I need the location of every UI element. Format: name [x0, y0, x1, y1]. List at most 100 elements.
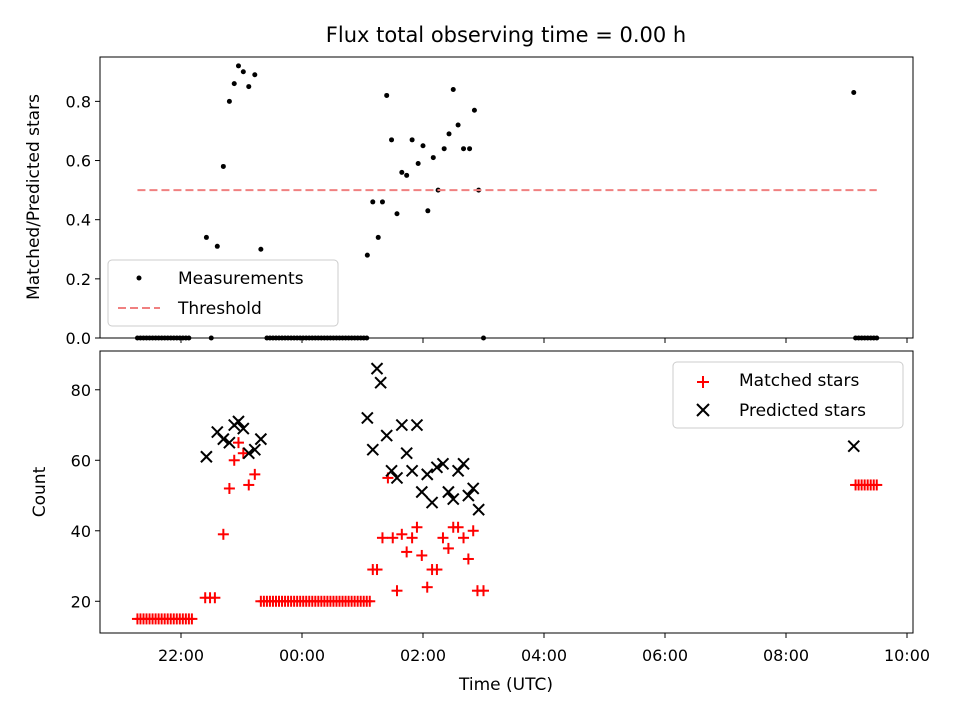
predicted-stars-point [447, 492, 460, 506]
measurement-point [450, 87, 456, 93]
predicted-stars-point [242, 447, 255, 460]
measurement-point [384, 92, 390, 98]
measurement-point [404, 172, 410, 178]
counts-legend: Matched stars Predicted stars [672, 361, 904, 429]
matched-stars-point [232, 437, 244, 449]
predicted-stars-point [451, 464, 465, 478]
predicted-stars-point [395, 418, 409, 432]
measurement-point [430, 155, 436, 161]
matched-stars-point [243, 479, 255, 491]
matched-stars-point [421, 581, 433, 593]
counts-y-tick-label: 60 [71, 451, 91, 470]
measurement-point [235, 63, 241, 69]
x-tick-label: 08:00 [763, 646, 809, 665]
predicted-stars-point [254, 432, 268, 446]
measurement-point [446, 131, 452, 137]
matched-stars-point [396, 528, 408, 540]
ratio-y-tick-label: 0.8 [66, 92, 91, 111]
predicted-stars-point [847, 439, 860, 453]
matched-stars-point [223, 482, 235, 494]
counts-y-tick-label: 80 [71, 381, 91, 400]
counts-y-tick-label: 40 [71, 522, 91, 541]
legend-predicted-marker [696, 403, 710, 417]
counts-x-ticks: 22:00 00:00 02:00 04:00 06:00 08:00 10:00 [158, 633, 930, 665]
legend-measurements-marker [136, 275, 142, 281]
predicted-stars-point [370, 362, 384, 375]
measurement-point [467, 146, 473, 152]
measurement-point [231, 81, 237, 87]
matched-stars-point [186, 613, 198, 625]
predicted-stars-point [442, 485, 455, 499]
measurement-point [441, 146, 447, 152]
ratio-y-axis-label: Matched/Predicted stars [24, 94, 44, 300]
x-tick-label: 06:00 [642, 646, 688, 665]
measurement-point [455, 122, 461, 128]
measurement-point [379, 199, 385, 205]
matched-stars-point [401, 546, 413, 558]
predicted-stars-point [421, 468, 434, 481]
matched-stars-point [478, 585, 489, 597]
legend-predicted-label: Predicted stars [739, 401, 866, 421]
measurement-point [415, 160, 421, 166]
predicted-stars-point [380, 429, 393, 442]
matched-stars-point [376, 532, 388, 544]
chart-title: Flux total observing time = 0.00 h [326, 23, 686, 47]
matched-stars-point [452, 521, 464, 533]
measurement-point [240, 69, 246, 75]
x-tick-label: 10:00 [884, 646, 930, 665]
predicted-stars-point [425, 496, 439, 509]
predicted-stars-point [223, 436, 236, 449]
legend-threshold-label: Threshold [177, 299, 262, 319]
predicted-stars-point [390, 471, 404, 485]
legend-measurements-label: Measurements [178, 269, 304, 289]
predicted-stars-point [237, 422, 250, 435]
predicted-stars-point [410, 418, 424, 432]
predicted-stars-point [361, 411, 374, 425]
ratio-legend-box [107, 259, 339, 327]
measurement-point [425, 208, 431, 214]
matched-stars-point [416, 549, 428, 561]
ratio-y-tick-label: 0.0 [66, 329, 91, 348]
ratio-y-ticks: 0.0 0.2 0.4 0.6 0.8 [66, 92, 100, 348]
predicted-stars-point [248, 443, 262, 456]
matched-stars-point [364, 595, 376, 607]
counts-marks [131, 362, 883, 625]
matched-stars-point [217, 528, 229, 540]
predicted-stars-point [366, 443, 379, 456]
counts-y-ticks: 20 40 60 80 [71, 381, 100, 611]
matched-stars-point [209, 592, 221, 604]
x-tick-label: 02:00 [400, 646, 446, 665]
matched-stars-point [249, 468, 261, 480]
matched-stars-point [462, 553, 474, 565]
counts-legend-box [672, 361, 904, 429]
matched-stars-point [467, 525, 479, 537]
measurement-point [409, 137, 415, 143]
matched-stars-point [406, 532, 418, 544]
predicted-stars-point [415, 485, 428, 499]
measurement-point [420, 143, 426, 149]
measurement-point [203, 234, 209, 240]
matched-stars-point [237, 447, 249, 459]
predicted-stars-point [374, 376, 387, 389]
matched-stars-point [458, 532, 470, 544]
ratio-y-tick-label: 0.6 [66, 152, 91, 171]
x-axis-label: Time (UTC) [458, 675, 553, 695]
counts-plot-frame [99, 350, 914, 634]
ratio-panel: 0.00.20.40.60.8 Matched/Predicted stars … [24, 56, 914, 348]
matched-stars-point [411, 521, 423, 533]
matched-stars-point [387, 532, 399, 544]
measurement-point [461, 146, 467, 152]
measurement-point [394, 211, 400, 217]
measurement-point [399, 169, 405, 175]
predicted-stars-point [217, 432, 230, 446]
matched-stars-point [391, 585, 403, 597]
counts-panel: 20 40 60 80 22:00 00:00 02:00 04:00 06:00 08:00 1… [30, 350, 930, 695]
measurement-point [220, 163, 226, 169]
ratio-legend: Measurements Threshold [107, 259, 339, 327]
measurement-point [375, 234, 381, 240]
ratio-y-tick-label: 0.4 [66, 211, 91, 230]
matched-stars-point [437, 532, 449, 544]
ratio-plot-frame [99, 56, 914, 339]
measurement-point [214, 243, 220, 249]
